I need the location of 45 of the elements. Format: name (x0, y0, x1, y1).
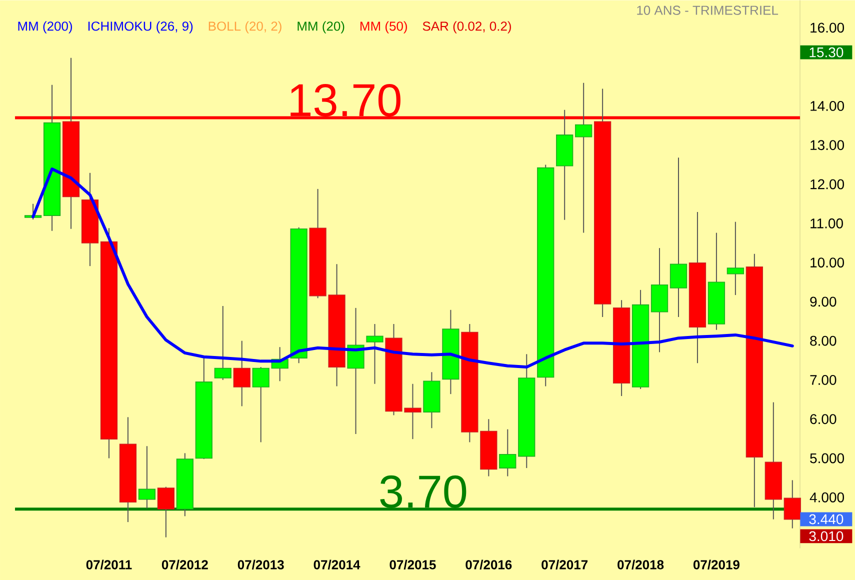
text: MM (200) (18, 21, 72, 34)
candlestick (138, 445, 156, 509)
x-tick-label: 07/2012 (162, 560, 208, 570)
y-tick-label: 5.000 (810, 453, 844, 464)
text: 3.010 (809, 531, 844, 542)
candlestick (784, 480, 801, 529)
x-tick-label: 07/2015 (390, 560, 436, 570)
candlestick (157, 486, 174, 538)
x-tick-label: 07/2014 (314, 560, 360, 570)
candlestick (499, 428, 516, 477)
candlestick (575, 82, 592, 234)
candlestick (726, 221, 744, 296)
text: 3.440 (809, 514, 844, 524)
x-tick-label: 07/2019 (693, 560, 740, 570)
legend-label: BOLL (20, 2) (208, 21, 282, 34)
legend-label: ICHIMOKU (26, 9) (88, 21, 193, 34)
ref-line-label: 3.70 (380, 475, 466, 508)
y-tick-label: 4.000 (810, 492, 844, 502)
y-tick-label: 9.00 (810, 296, 836, 307)
y-tick-label: 7.00 (810, 374, 836, 385)
y-tick-label: 8.00 (810, 336, 836, 346)
candlestick (366, 323, 384, 384)
candlestick (214, 305, 232, 380)
legend-label: SAR (0.02, 0.2) (422, 21, 511, 34)
legend-label: MM (50) (360, 21, 407, 34)
y-tick-label: 12.00 (810, 179, 844, 190)
candlestick (347, 307, 364, 434)
candlestick (252, 366, 270, 443)
y-tick-label: 11.00 (810, 218, 843, 228)
text: 15.30 (810, 47, 844, 58)
y-tick-label: 6.00 (810, 414, 836, 424)
y-tick-label: 14.00 (810, 100, 844, 111)
chart-subtitle: 10 ANS - TRIMESTRIEL (637, 6, 778, 15)
candlestick (670, 157, 688, 318)
candlestick (233, 340, 250, 407)
x-tick-label: 07/2018 (618, 560, 664, 570)
x-tick-label: 07/2017 (542, 560, 588, 570)
legend-label: MM (20) (298, 21, 344, 34)
x-tick-label: 07/2016 (466, 560, 512, 570)
ref-line-label: 13.70 (290, 84, 400, 116)
x-tick-label: 07/2011 (86, 560, 132, 570)
y-tick-label: 13.00 (810, 140, 844, 150)
y-tick-label: 16.00 (810, 22, 844, 33)
y-tick-label: 10.00 (810, 257, 844, 268)
x-tick-label: 07/2013 (238, 560, 284, 570)
